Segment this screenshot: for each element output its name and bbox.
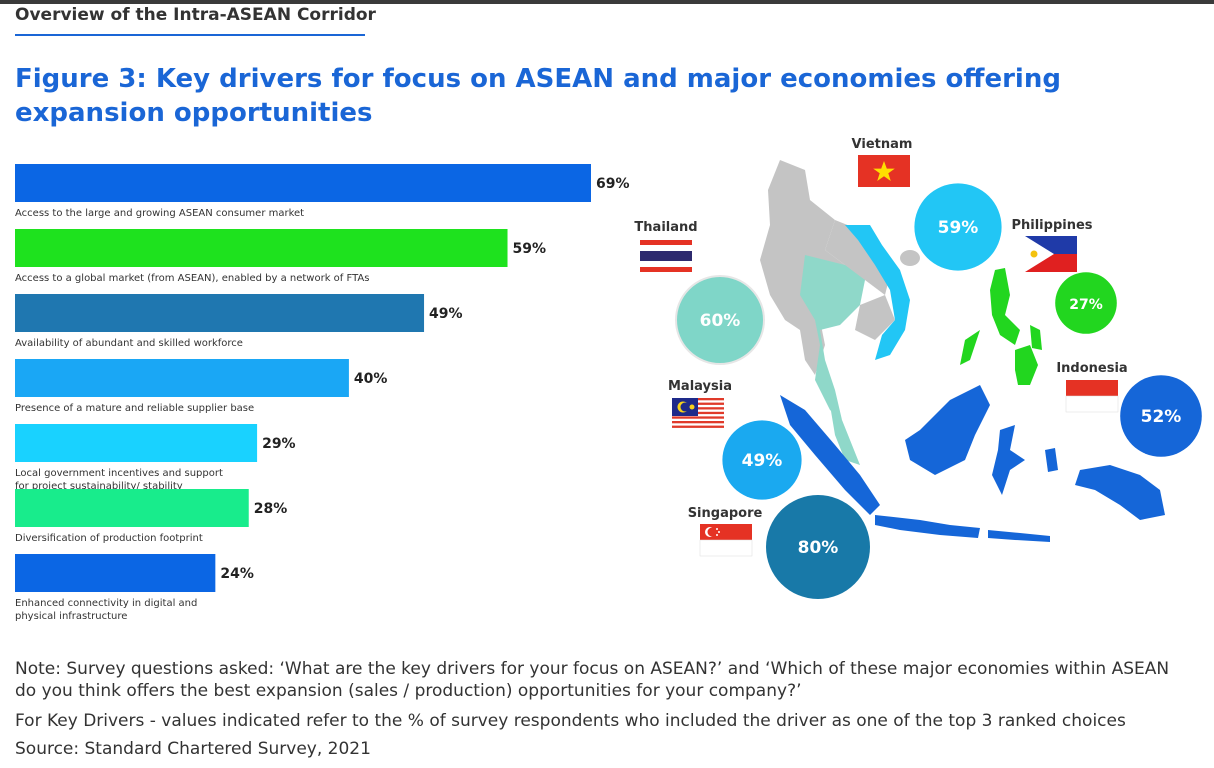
top-border	[0, 0, 1214, 4]
bar-value-label: 24%	[220, 566, 254, 582]
bubble-indonesia	[1120, 375, 1202, 457]
bar-value-label: 59%	[513, 241, 547, 257]
vietnam-label: Vietnam	[852, 137, 913, 152]
bar-category-label: Access to a global market (from ASEAN), …	[15, 273, 369, 284]
bar-4	[15, 359, 349, 397]
philippines-flag-icon	[1025, 236, 1077, 272]
bubble-value-label: 27%	[1069, 297, 1103, 313]
bubble-value-label: 60%	[700, 311, 741, 331]
bar-7	[15, 554, 216, 592]
bar-category-label: physical infrastructure	[15, 611, 127, 622]
bar-1	[15, 164, 591, 202]
bar-value-label: 69%	[596, 176, 630, 192]
bar-value-label: 29%	[262, 436, 296, 452]
bubble-value-label: 52%	[1141, 407, 1182, 427]
malaysia-flag-icon	[672, 398, 724, 430]
asean-bubble-map: 59% 60% 27% 49% 52% 80%	[634, 137, 1202, 599]
drivers-bar-chart: 69% Access to the large and growing ASEAN…	[15, 164, 630, 622]
bubble-thailand	[675, 275, 765, 365]
vietnam-flag-icon	[858, 155, 910, 187]
bar-6	[15, 489, 249, 527]
bubble-vietnam	[914, 183, 1002, 271]
bar-category-label: Access to the large and growing ASEAN co…	[15, 208, 304, 219]
bar-5	[15, 424, 258, 462]
malaysia-label: Malaysia	[668, 379, 732, 394]
singapore-label: Singapore	[688, 506, 763, 521]
section-title: Overview of the Intra-ASEAN Corridor	[15, 5, 376, 25]
bar-2	[15, 229, 508, 267]
note-line-2: do you think offers the best expansion (…	[15, 681, 802, 701]
bar-value-label: 28%	[254, 501, 288, 517]
bubble-singapore	[766, 495, 870, 599]
bar-category-label: Availability of abundant and skilled wor…	[15, 338, 243, 349]
source-line: Source: Standard Chartered Survey, 2021	[15, 739, 371, 759]
bar-value-label: 40%	[354, 371, 388, 387]
bubble-value-label: 59%	[938, 218, 979, 238]
indonesia-flag-icon	[1065, 380, 1119, 413]
bar-category-label: Presence of a mature and reliable suppli…	[15, 403, 254, 414]
thailand-flag-icon	[640, 240, 692, 272]
thailand-label: Thailand	[634, 220, 697, 235]
bubble-value-label: 80%	[798, 538, 839, 558]
bar-category-label: Enhanced connectivity in digital and	[15, 598, 197, 609]
bar-category-label: Local government incentives and support	[15, 468, 223, 479]
bar-value-label: 49%	[429, 306, 463, 322]
country-bubbles: 59% 60% 27% 49% 52% 80%	[675, 183, 1202, 599]
bar-category-label: Diversification of production footprint	[15, 533, 203, 544]
bubble-value-label: 49%	[742, 451, 783, 471]
note-line-3: For Key Drivers - values indicated refer…	[15, 711, 1126, 731]
section-underline	[15, 34, 365, 36]
bubble-philippines	[1055, 272, 1117, 334]
singapore-flag-icon	[699, 524, 753, 557]
note-line-1: Note: Survey questions asked: ‘What are …	[15, 659, 1170, 679]
indonesia-label: Indonesia	[1056, 361, 1127, 376]
asean-map-shapes	[760, 160, 1165, 542]
philippines-label: Philippines	[1011, 218, 1092, 233]
figure-title: Figure 3: Key drivers for focus on ASEAN…	[15, 64, 1061, 128]
bar-3	[15, 294, 425, 332]
bar-category-label: for project sustainability/ stability	[15, 481, 183, 492]
bubble-malaysia	[722, 420, 802, 500]
